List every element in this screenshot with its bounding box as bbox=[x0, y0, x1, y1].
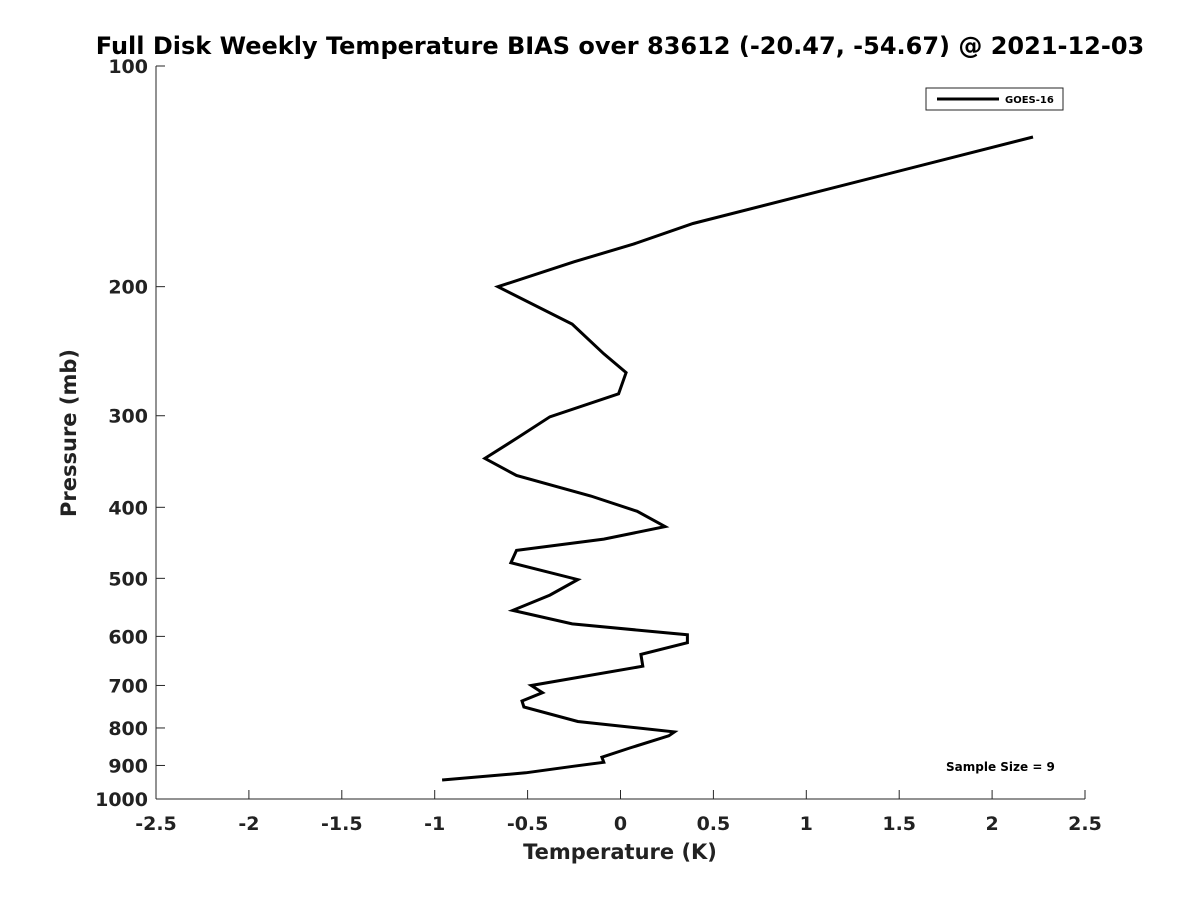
y-tick-label: 700 bbox=[108, 675, 148, 697]
y-tick-label: 300 bbox=[108, 406, 148, 428]
x-tick-label: -2.5 bbox=[135, 813, 177, 835]
x-tick-label: 0 bbox=[614, 813, 627, 835]
x-tick-label: 2 bbox=[985, 813, 998, 835]
x-tick-label: -2 bbox=[238, 813, 259, 835]
chart-title: Full Disk Weekly Temperature BIAS over 8… bbox=[96, 32, 1144, 60]
x-tick-label: -0.5 bbox=[507, 813, 549, 835]
y-tick-label: 500 bbox=[108, 568, 148, 590]
y-tick-label: 200 bbox=[108, 277, 148, 299]
y-tick-label: 400 bbox=[108, 497, 148, 519]
sample-size-annotation: Sample Size = 9 bbox=[946, 760, 1055, 774]
y-tick-label: 1000 bbox=[95, 789, 148, 811]
legend: GOES-16 bbox=[925, 87, 1064, 111]
x-tick-label: 1 bbox=[800, 813, 813, 835]
x-axis-ticks: -2.5 -2 -1.5 -1 -0.5 0 0.5 1 1.5 2 2.5 bbox=[135, 790, 1102, 835]
y-axis-ticks: 100 200 300 400 500 600 700 800 900 1000 bbox=[95, 56, 165, 811]
x-tick-label: 0.5 bbox=[697, 813, 731, 835]
y-tick-label: 600 bbox=[108, 626, 148, 648]
x-tick-label: -1 bbox=[424, 813, 445, 835]
y-tick-label: 900 bbox=[108, 755, 148, 777]
x-tick-label: 1.5 bbox=[882, 813, 916, 835]
x-tick-label: 2.5 bbox=[1068, 813, 1102, 835]
legend-label-goes-16: GOES-16 bbox=[1005, 95, 1054, 106]
y-tick-label: 100 bbox=[108, 56, 148, 78]
series-layer bbox=[441, 135, 1034, 782]
y-axis-label: Pressure (mb) bbox=[57, 349, 81, 517]
series-line-goes-16 bbox=[441, 135, 1034, 782]
x-tick-label: -1.5 bbox=[321, 813, 363, 835]
plot-background bbox=[156, 66, 1085, 799]
y-tick-label: 800 bbox=[108, 718, 148, 740]
x-axis-label: Temperature (K) bbox=[523, 840, 717, 864]
